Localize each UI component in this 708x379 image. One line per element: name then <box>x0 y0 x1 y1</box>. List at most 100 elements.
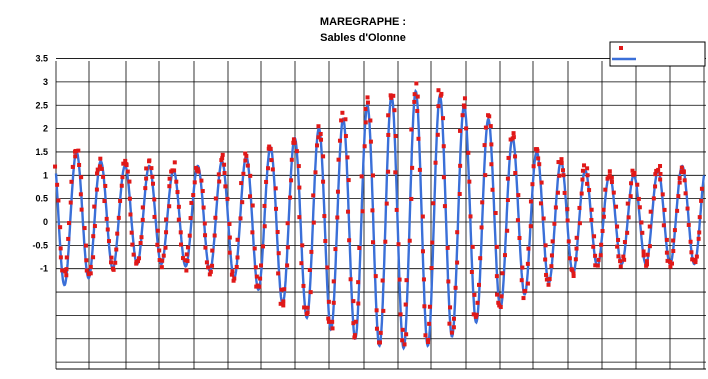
observed-point <box>340 110 345 115</box>
observed-point <box>462 104 467 109</box>
observed-point <box>127 196 132 201</box>
observed-point <box>258 276 263 281</box>
observed-point <box>449 330 454 335</box>
observed-point <box>73 154 78 159</box>
observed-point <box>537 162 542 167</box>
observed-point <box>426 337 431 342</box>
observed-point <box>377 340 382 345</box>
observed-point <box>662 207 667 212</box>
observed-point <box>595 263 600 268</box>
observed-point <box>697 215 702 220</box>
observed-point <box>414 81 419 86</box>
observed-point <box>402 342 407 347</box>
observed-point <box>155 228 160 233</box>
observed-point <box>88 264 93 269</box>
observed-point <box>479 225 484 230</box>
observed-point <box>313 170 318 175</box>
observed-point <box>618 264 623 269</box>
observed-point <box>60 268 65 273</box>
observed-point <box>404 332 409 337</box>
observed-point <box>362 144 367 149</box>
observed-point <box>471 312 476 317</box>
observed-point <box>580 168 585 173</box>
observed-point <box>70 164 75 169</box>
observed-point <box>599 242 604 247</box>
observed-point <box>505 198 510 203</box>
observed-point <box>259 263 264 268</box>
observed-point <box>457 191 462 196</box>
observed-point <box>658 172 663 177</box>
y-tick-label: 1 <box>43 170 48 180</box>
observed-point <box>609 175 614 180</box>
observed-point <box>480 200 485 205</box>
observed-point <box>243 158 248 163</box>
observed-point <box>352 335 357 340</box>
observed-point <box>125 169 130 174</box>
observed-point <box>483 173 488 178</box>
observed-point <box>207 272 212 277</box>
observed-point <box>593 253 598 258</box>
observed-point <box>589 207 594 212</box>
observed-point <box>339 118 344 123</box>
observed-point <box>685 206 690 211</box>
observed-point <box>120 175 125 180</box>
observed-point <box>104 216 109 221</box>
observed-point <box>253 265 258 270</box>
observed-point <box>585 173 590 178</box>
observed-point <box>98 156 103 161</box>
observed-point <box>343 134 348 139</box>
observed-point <box>559 160 564 165</box>
observed-point <box>73 148 78 153</box>
observed-point <box>386 169 391 174</box>
observed-point <box>368 139 373 144</box>
observed-point <box>53 164 58 169</box>
observed-point <box>220 156 225 161</box>
observed-point <box>420 249 425 254</box>
observed-point <box>580 177 585 182</box>
observed-point <box>535 147 540 152</box>
observed-point <box>511 131 516 136</box>
observed-point <box>544 272 549 277</box>
observed-point <box>589 217 594 222</box>
observed-point <box>289 178 294 183</box>
observed-point <box>115 231 120 236</box>
observed-point <box>378 330 383 335</box>
observed-point <box>448 305 453 310</box>
observed-point <box>289 157 294 162</box>
observed-point <box>660 192 665 197</box>
observed-point <box>292 140 297 145</box>
observed-point <box>227 221 232 226</box>
y-tick-label: 3 <box>43 77 48 87</box>
chart-subtitle: Sables d'Olonne <box>320 32 406 44</box>
observed-point <box>538 201 543 206</box>
observed-point <box>161 253 166 258</box>
observed-point <box>365 95 370 100</box>
observed-point <box>189 200 194 205</box>
observed-point <box>389 95 394 100</box>
observed-point <box>374 308 379 313</box>
observed-point <box>626 215 631 220</box>
observed-point <box>487 114 492 119</box>
observed-point <box>521 296 526 301</box>
observed-point <box>223 184 228 189</box>
observed-point <box>641 253 646 258</box>
observed-point <box>460 113 465 118</box>
observed-point <box>191 193 196 198</box>
observed-point <box>243 151 248 156</box>
observed-point <box>693 260 698 265</box>
observed-point <box>359 174 364 179</box>
observed-point <box>325 265 330 270</box>
observed-point <box>679 165 684 170</box>
observed-point <box>235 237 240 242</box>
observed-point <box>135 259 140 264</box>
observed-point <box>508 137 513 142</box>
observed-point <box>640 230 645 235</box>
observed-point <box>184 268 189 273</box>
observed-point <box>311 193 316 198</box>
observed-point <box>58 246 63 251</box>
observed-point <box>346 178 351 183</box>
observed-point <box>137 256 142 261</box>
observed-point <box>322 214 327 219</box>
observed-point <box>592 234 597 239</box>
observed-point <box>281 299 286 304</box>
